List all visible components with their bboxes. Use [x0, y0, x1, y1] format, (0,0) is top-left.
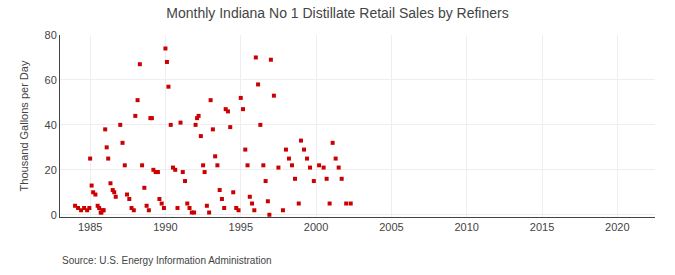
svg-text:Source: U.S. Energy Informatio: Source: U.S. Energy Information Administ… [62, 255, 272, 266]
svg-text:80: 80 [45, 29, 57, 41]
svg-text:2000: 2000 [304, 221, 328, 233]
svg-text:60: 60 [45, 74, 57, 86]
svg-text:1985: 1985 [78, 221, 102, 233]
svg-text:1990: 1990 [153, 221, 177, 233]
svg-text:Thousand Gallons per Day: Thousand Gallons per Day [18, 60, 30, 191]
svg-text:1995: 1995 [229, 221, 253, 233]
svg-text:20: 20 [45, 164, 57, 176]
svg-text:2005: 2005 [379, 221, 403, 233]
svg-text:40: 40 [45, 119, 57, 131]
svg-text:2015: 2015 [530, 221, 554, 233]
svg-text:Monthly Indiana No 1 Distillat: Monthly Indiana No 1 Distillate Retail S… [166, 5, 508, 21]
svg-text:2010: 2010 [454, 221, 478, 233]
svg-text:2020: 2020 [605, 221, 629, 233]
svg-text:0: 0 [51, 209, 57, 221]
